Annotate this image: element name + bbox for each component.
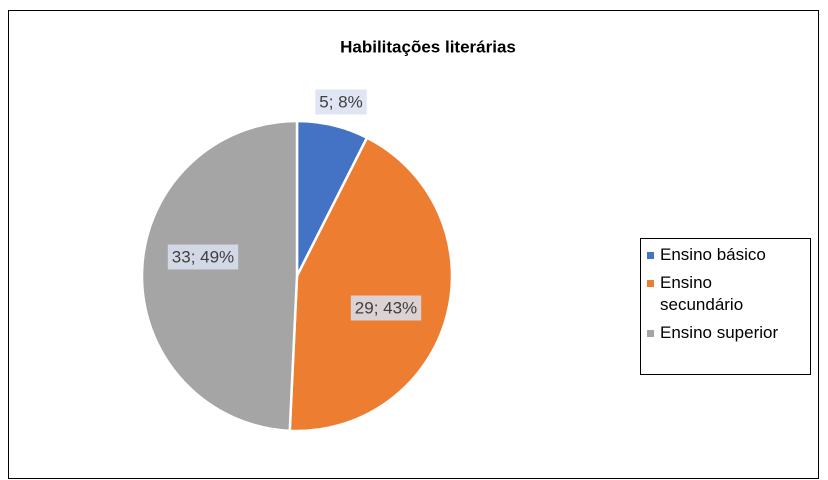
data-label-box [350, 295, 422, 321]
legend-label: Ensino superior [660, 323, 779, 342]
pie-slice [140, 119, 299, 433]
legend-swatch [647, 330, 654, 337]
legend-label: Ensino secundário [660, 273, 744, 314]
legend-item: Ensino secundário [647, 272, 810, 316]
pie-slice [288, 136, 454, 433]
legend: Ensino básico Ensino secundário Ensino sup… [640, 238, 811, 375]
data-label-box [167, 244, 239, 270]
legend-swatch [647, 280, 654, 287]
legend-item: Ensino superior [647, 322, 810, 344]
chart-title: Habilitações literárias [340, 37, 516, 56]
data-label: 5; 8% [319, 92, 362, 111]
legend-label: Ensino básico [660, 245, 766, 264]
legend-swatch [647, 252, 654, 259]
data-label: 33; 49% [172, 247, 234, 266]
data-label-box [315, 89, 367, 115]
legend-item: Ensino básico [647, 244, 810, 266]
data-label: 29; 43% [355, 298, 417, 317]
